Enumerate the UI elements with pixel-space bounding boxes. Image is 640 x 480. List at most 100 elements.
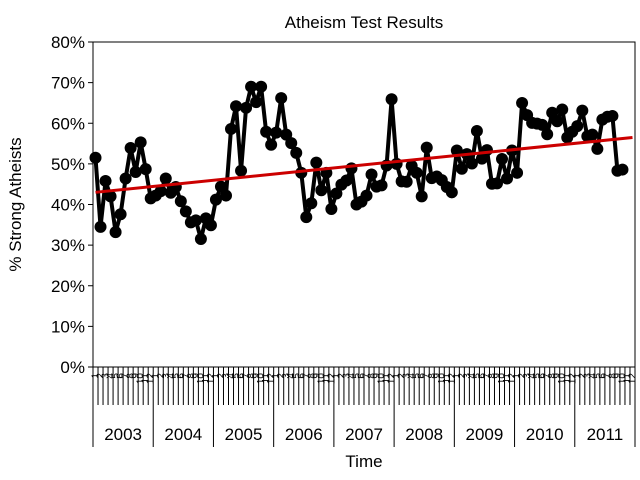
month-label: 4 (467, 373, 478, 379)
data-point (536, 118, 549, 131)
data-point (285, 137, 298, 150)
month-label: 9 (191, 373, 202, 379)
month-label: 11 (382, 373, 393, 384)
month-label: 6 (236, 373, 247, 379)
data-point (511, 166, 524, 179)
month-label: 4 (346, 373, 357, 379)
x-axis-label: Time (345, 452, 382, 471)
data-point (616, 163, 629, 176)
month-label: 1 (512, 373, 523, 379)
data-point (139, 163, 152, 176)
data-point (270, 126, 283, 139)
data-point (209, 193, 222, 206)
month-label: 5 (532, 373, 543, 379)
month-label: 2 (397, 373, 408, 379)
chart-title: Atheism Test Results (285, 13, 443, 32)
month-label: 12 (146, 373, 157, 385)
month-label: 4 (527, 373, 538, 379)
month-label: 11 (622, 373, 633, 384)
y-tick-label: 80% (51, 33, 85, 52)
data-point (450, 144, 463, 157)
month-label: 10 (377, 373, 388, 385)
data-point (204, 219, 217, 232)
month-label: 7 (482, 373, 493, 379)
month-label: 11 (141, 373, 152, 384)
data-point (490, 177, 503, 190)
data-point (179, 205, 192, 218)
month-label: 5 (472, 373, 483, 379)
month-label: 7 (422, 373, 433, 379)
month-label: 11 (261, 373, 272, 384)
data-point (455, 162, 468, 175)
data-point (290, 146, 303, 159)
month-label: 9 (612, 373, 623, 379)
month-label: 10 (437, 373, 448, 385)
month-label: 5 (111, 373, 122, 379)
data-point (94, 220, 107, 233)
data-point (375, 179, 388, 192)
month-label: 10 (497, 373, 508, 385)
data-point (275, 92, 288, 105)
data-point (496, 153, 509, 165)
month-label: 9 (552, 373, 563, 379)
month-label: 8 (246, 373, 257, 379)
month-label: 2 (336, 373, 347, 379)
month-label: 3 (221, 373, 232, 379)
month-label: 2 (517, 373, 528, 379)
data-point (385, 93, 398, 106)
data-point (445, 186, 458, 199)
data-point (109, 226, 122, 239)
y-tick-label: 20% (51, 277, 85, 296)
data-point (340, 174, 353, 187)
data-point (119, 172, 132, 185)
month-label: 10 (617, 373, 628, 385)
y-tick-label: 30% (51, 236, 85, 255)
data-point (99, 174, 112, 187)
month-label: 9 (131, 373, 142, 379)
month-label: 4 (106, 373, 117, 379)
month-label: 3 (582, 373, 593, 379)
data-point (260, 125, 273, 138)
month-label: 3 (402, 373, 413, 379)
month-label: 6 (477, 373, 488, 379)
y-tick-label: 50% (51, 155, 85, 174)
data-point (310, 156, 323, 169)
data-point (330, 187, 343, 200)
data-point (606, 109, 619, 122)
y-tick-label: 0% (60, 358, 85, 377)
month-label: 4 (286, 373, 297, 379)
month-label: 1 (572, 373, 583, 379)
data-point (194, 233, 207, 246)
month-label: 8 (547, 373, 558, 379)
data-point (214, 180, 227, 193)
month-label: 5 (412, 373, 423, 379)
data-point (465, 157, 478, 170)
month-label: 10 (256, 373, 267, 385)
month-label: 10 (316, 373, 327, 385)
month-label: 2 (156, 373, 167, 379)
data-point (154, 185, 167, 198)
year-label: 2009 (466, 425, 504, 444)
month-label: 12 (206, 373, 217, 385)
month-label: 5 (231, 373, 242, 379)
month-label: 1 (392, 373, 403, 379)
data-point (159, 172, 172, 185)
year-label: 2003 (104, 425, 142, 444)
data-point (174, 195, 187, 208)
data-point (89, 151, 102, 164)
data-point (265, 138, 278, 151)
month-label: 2 (216, 373, 227, 379)
month-label: 6 (176, 373, 187, 379)
data-point (134, 136, 147, 149)
month-label: 4 (407, 373, 418, 379)
y-tick-label: 40% (51, 196, 85, 215)
month-label: 12 (326, 373, 337, 385)
data-point (576, 104, 589, 117)
month-label: 3 (281, 373, 292, 379)
month-label: 8 (306, 373, 317, 379)
year-label: 2010 (526, 425, 564, 444)
data-point (551, 115, 564, 128)
month-label: 1 (91, 373, 102, 379)
month-label: 2 (577, 373, 588, 379)
year-label: 2007 (345, 425, 383, 444)
